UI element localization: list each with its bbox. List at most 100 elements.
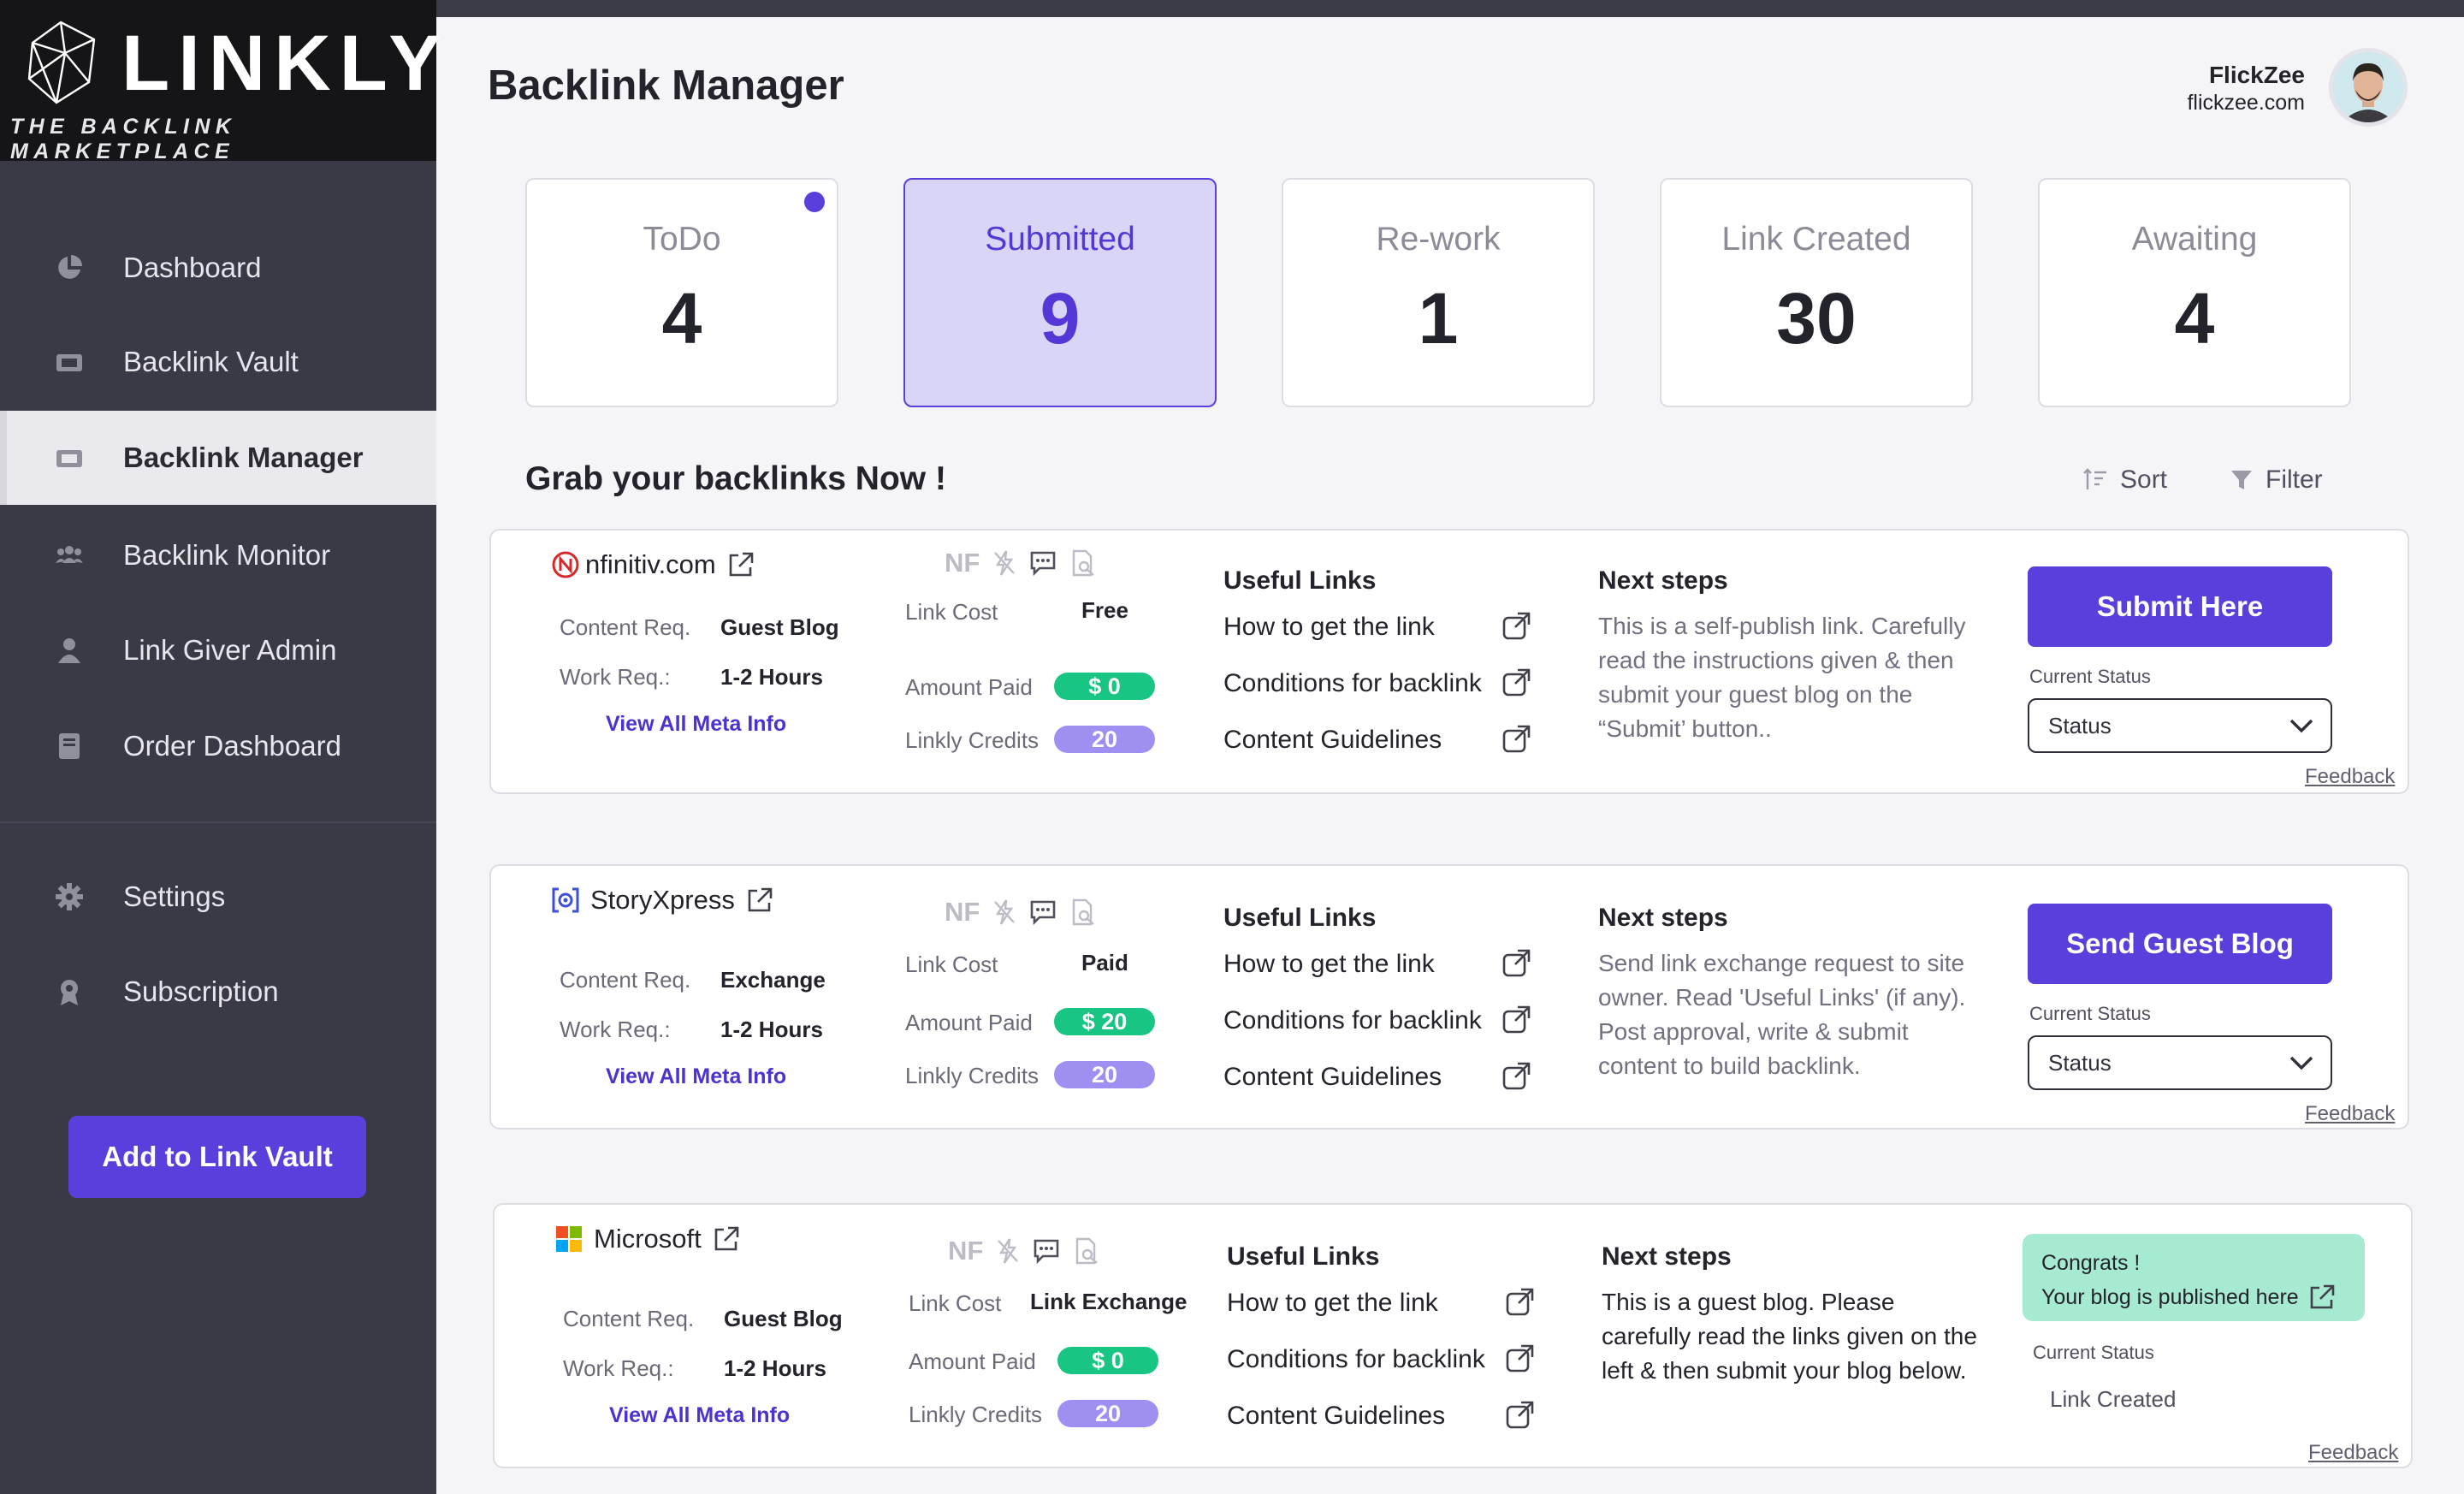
stat-label: Link Created <box>1721 221 1911 258</box>
feedback-link[interactable]: Feedback <box>2305 1102 2396 1125</box>
ticket-icon <box>56 450 82 467</box>
document-search-icon <box>1073 898 1095 926</box>
site-name[interactable]: StoryXpress <box>590 885 735 915</box>
listing-card: nfinitiv.com Content Req. Guest Blog Wor… <box>489 529 2409 794</box>
link-cost-label: Link Cost <box>909 1290 1002 1316</box>
sidebar-item-link-giver-admin[interactable]: Link Giver Admin <box>0 603 436 697</box>
view-meta-info-link[interactable]: View All Meta Info <box>609 1403 791 1427</box>
amount-paid-label: Amount Paid <box>905 674 1033 700</box>
sort-button[interactable]: Sort <box>2082 465 2167 495</box>
no-flash-icon <box>994 899 1016 925</box>
filter-button[interactable]: Filter <box>2230 465 2323 495</box>
external-link-icon[interactable] <box>2307 1283 2337 1312</box>
view-meta-info-link[interactable]: View All Meta Info <box>606 712 787 736</box>
send-guest-blog-button[interactable]: Send Guest Blog <box>2028 904 2332 984</box>
external-link-icon[interactable] <box>1501 724 1531 755</box>
content-req-value: Guest Blog <box>724 1306 843 1331</box>
published-link-row[interactable]: Your blog is published here <box>2041 1280 2365 1314</box>
content-guidelines-link[interactable]: Content Guidelines <box>1227 1402 1446 1430</box>
pie-chart-icon <box>58 255 82 279</box>
logo[interactable]: LINKLY THE BACKLINK MARKETPLACE <box>0 0 441 163</box>
feedback-link[interactable]: Feedback <box>2308 1441 2399 1464</box>
avatar-image <box>2333 52 2403 122</box>
sidebar-item-order-dashboard[interactable]: Order Dashboard <box>0 699 436 793</box>
next-steps-title: Next steps <box>1602 1242 1732 1271</box>
stat-value: 4 <box>661 278 702 359</box>
stat-value: 4 <box>2174 278 2215 359</box>
sort-label: Sort <box>2120 465 2168 494</box>
stat-card-link-created[interactable]: Link Created 30 <box>1660 178 1973 407</box>
stat-value: 9 <box>1040 278 1081 359</box>
stat-card-awaiting[interactable]: Awaiting 4 <box>2038 178 2351 407</box>
how-to-get-link[interactable]: How to get the link <box>1223 613 1435 641</box>
logo-icon <box>27 21 96 104</box>
conditions-for-backlink-link[interactable]: Conditions for backlink <box>1227 1345 1485 1373</box>
status-select[interactable]: Status <box>2028 1035 2332 1090</box>
feedback-link[interactable]: Feedback <box>2305 765 2396 788</box>
user-site: flickzee.com <box>2187 91 2305 115</box>
external-link-icon[interactable] <box>726 550 755 579</box>
sort-icon <box>2083 468 2106 489</box>
how-to-get-link[interactable]: How to get the link <box>1227 1289 1438 1317</box>
link-cost-label: Link Cost <box>905 952 998 977</box>
ticket-icon <box>56 354 82 371</box>
sidebar-item-backlink-vault[interactable]: Backlink Vault <box>0 315 436 409</box>
linkly-credits-pill: 20 <box>1057 1400 1158 1427</box>
stat-label: Awaiting <box>2131 221 2258 258</box>
content-guidelines-link[interactable]: Content Guidelines <box>1223 726 1442 754</box>
published-link-text: Your blog is published here <box>2041 1285 2299 1309</box>
work-req-value: 1-2 Hours <box>720 664 823 690</box>
submit-here-button[interactable]: Submit Here <box>2028 566 2332 647</box>
external-link-icon[interactable] <box>1504 1400 1535 1431</box>
how-to-get-link[interactable]: How to get the link <box>1223 950 1435 978</box>
current-status-label: Current Status <box>2033 1342 2154 1363</box>
external-link-icon[interactable] <box>1501 1061 1531 1092</box>
sidebar-item-label: Backlink Manager <box>123 442 364 473</box>
top-strip <box>436 0 2464 17</box>
site-name[interactable]: Microsoft <box>594 1224 702 1254</box>
external-link-icon[interactable] <box>1501 1005 1531 1035</box>
congrats-banner[interactable]: Congrats ! Your blog is published here <box>2023 1234 2365 1321</box>
current-status-label: Current Status <box>2029 666 2151 687</box>
current-status-label: Current Status <box>2029 1003 2151 1024</box>
sidebar-item-backlink-manager[interactable]: Backlink Manager <box>0 411 436 505</box>
sidebar-item-dashboard[interactable]: Dashboard <box>0 221 436 315</box>
sidebar-item-label: Backlink Vault <box>123 346 299 377</box>
view-meta-info-link[interactable]: View All Meta Info <box>606 1064 787 1088</box>
stat-card-submitted[interactable]: Submitted 9 <box>903 178 1217 407</box>
add-to-link-vault-button[interactable]: Add to Link Vault <box>68 1116 366 1198</box>
external-link-icon[interactable] <box>745 886 774 915</box>
external-link-icon[interactable] <box>1501 611 1531 642</box>
sidebar-item-backlink-monitor[interactable]: Backlink Monitor <box>0 508 436 602</box>
status-select[interactable]: Status <box>2028 698 2332 753</box>
sidebar-item-label: Settings <box>123 880 226 912</box>
microsoft-logo-icon <box>556 1226 582 1252</box>
sidebar-item-subscription[interactable]: Subscription <box>0 945 436 1039</box>
external-link-icon[interactable] <box>712 1224 741 1254</box>
work-req-value: 1-2 Hours <box>720 1017 823 1042</box>
linkly-credits-label: Linkly Credits <box>909 1402 1043 1427</box>
content-guidelines-link[interactable]: Content Guidelines <box>1223 1063 1442 1091</box>
content-req-label: Content Req. <box>560 614 691 640</box>
linkly-credits-pill: 20 <box>1054 1061 1155 1088</box>
useful-links-title: Useful Links <box>1223 566 1377 595</box>
document-search-icon <box>1076 1237 1099 1265</box>
stat-card-todo[interactable]: ToDo 4 <box>525 178 838 407</box>
conditions-for-backlink-link[interactable]: Conditions for backlink <box>1223 1006 1482 1035</box>
external-link-icon[interactable] <box>1504 1343 1535 1374</box>
document-search-icon <box>1073 549 1095 577</box>
nfinitiv-logo-icon <box>552 551 579 578</box>
nofollow-label: NF <box>948 1236 984 1266</box>
site-name[interactable]: nfinitiv.com <box>585 549 716 579</box>
external-link-icon[interactable] <box>1504 1287 1535 1318</box>
sidebar-item-settings[interactable]: Settings <box>0 850 436 944</box>
stat-label: Re-work <box>1376 221 1501 258</box>
stat-card-rework[interactable]: Re-work 1 <box>1282 178 1595 407</box>
sidebar-lower: Add to Link Vault <box>0 1040 429 1494</box>
external-link-icon[interactable] <box>1501 667 1531 698</box>
avatar[interactable] <box>2329 48 2408 127</box>
link-attributes: NF <box>945 548 1096 578</box>
sidebar-item-label: Subscription <box>123 975 279 1007</box>
external-link-icon[interactable] <box>1501 948 1531 979</box>
conditions-for-backlink-link[interactable]: Conditions for backlink <box>1223 669 1482 697</box>
